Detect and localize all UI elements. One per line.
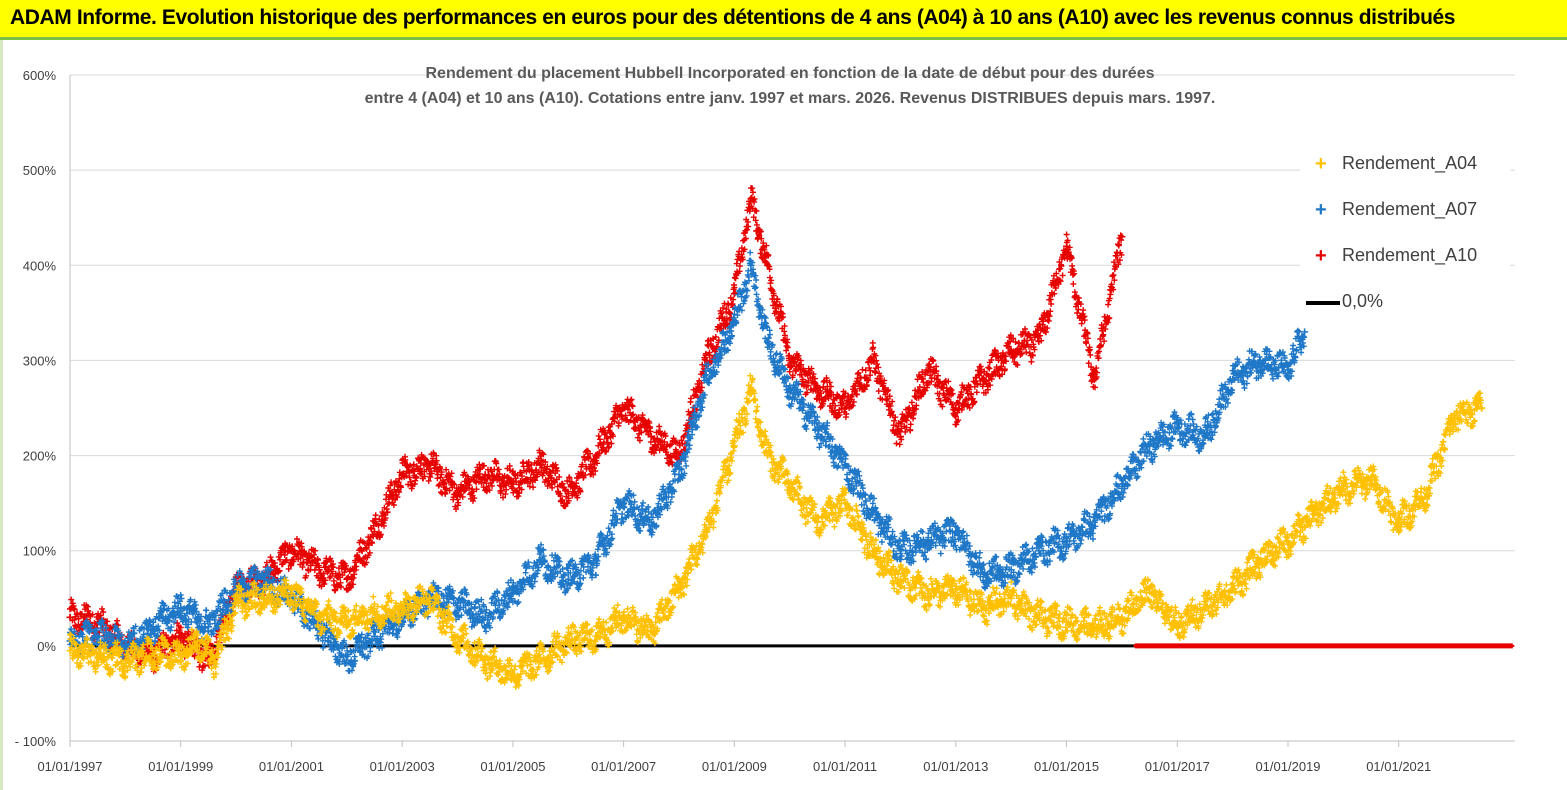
x-tick-label: 01/01/1999 <box>148 759 213 774</box>
y-tick-label: 500% <box>23 163 57 178</box>
x-tick-label: 01/01/2013 <box>923 759 988 774</box>
legend-item-a07: + Rendement_A07 <box>1300 189 1510 235</box>
axes: - 100% 0% 100% 200% 300% 400% 500% 600% 01/01/19… <box>15 68 1515 774</box>
legend-label-a07: Rendement_A07 <box>1342 199 1478 219</box>
y-tick-label: 400% <box>23 258 57 273</box>
data-point <box>730 290 738 298</box>
legend: + Rendement_A04 + Rendement_A07 + Rendem… <box>1300 143 1510 327</box>
x-tick-label: 01/01/2005 <box>480 759 545 774</box>
x-tick-label: 01/01/2007 <box>591 759 656 774</box>
x-tick-label: 01/01/2003 <box>370 759 435 774</box>
chart-title: Rendement du placement Hubbell Incorpora… <box>250 61 1330 111</box>
x-tick-label: 01/01/2009 <box>702 759 767 774</box>
line-marker-icon <box>1306 301 1340 305</box>
chart-frame <box>0 40 1567 790</box>
legend-item-zero: 0,0% <box>1300 281 1510 327</box>
series-layer <box>66 185 1515 690</box>
series-cloud <box>67 249 1308 675</box>
y-tick-label: 200% <box>23 449 57 464</box>
legend-label-a04: Rendement_A04 <box>1342 153 1478 173</box>
y-tick-label: 100% <box>23 544 57 559</box>
header-banner: ADAM Informe. Evolution historique des p… <box>0 0 1567 40</box>
y-tick-label: 0% <box>37 639 56 654</box>
x-tick-label: 01/01/2015 <box>1034 759 1099 774</box>
series-Rendement_A10 <box>66 185 1126 675</box>
x-tick-label: 01/01/2001 <box>259 759 324 774</box>
chart-title-line2: entre 4 (A04) et 10 ans (A10). Cotations… <box>364 90 1216 107</box>
legend-label-a10: Rendement_A10 <box>1342 245 1478 265</box>
series-Rendement_A04 <box>66 372 1486 690</box>
x-tick-label: 01/01/1997 <box>37 759 102 774</box>
series-cloud <box>67 372 1485 690</box>
y-tick-label: 600% <box>23 68 57 83</box>
x-tick-label: 01/01/2021 <box>1366 759 1431 774</box>
x-tick-label: 01/01/2011 <box>813 759 877 774</box>
x-tick-label: 01/01/2017 <box>1145 759 1210 774</box>
page-title: ADAM Informe. Evolution historique des p… <box>10 6 1456 29</box>
legend-item-a10: + Rendement_A10 <box>1300 235 1510 281</box>
plus-marker-icon: + <box>1315 153 1327 175</box>
plus-marker-icon: + <box>1315 199 1327 221</box>
y-tick-label: 300% <box>23 353 57 368</box>
legend-item-a04: + Rendement_A04 <box>1300 143 1510 189</box>
plus-marker-icon: + <box>1315 245 1327 267</box>
legend-label-zero: 0,0% <box>1342 291 1384 311</box>
grid-lines <box>70 74 1515 742</box>
series-Rendement_A07 <box>66 249 1309 675</box>
x-tick-label: 01/01/2019 <box>1255 759 1320 774</box>
data-point <box>1301 328 1309 336</box>
zero-markers <box>1133 643 1515 649</box>
chart-title-line1: Rendement du placement Hubbell Incorpora… <box>425 65 1155 82</box>
y-tick-label: - 100% <box>15 734 57 749</box>
